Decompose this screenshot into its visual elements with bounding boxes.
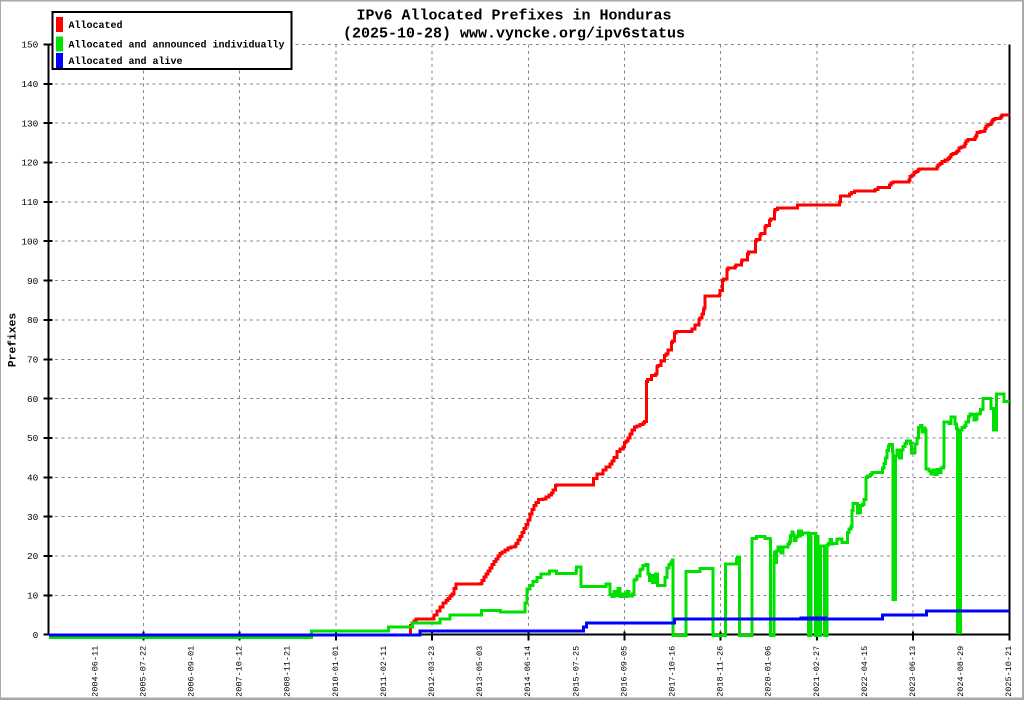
svg-text:2006-09-01: 2006-09-01 (187, 646, 197, 697)
svg-text:2014-06-14: 2014-06-14 (523, 646, 533, 697)
svg-text:2013-05-03: 2013-05-03 (475, 646, 485, 697)
svg-text:2008-11-21: 2008-11-21 (283, 646, 293, 697)
svg-text:Allocated and alive: Allocated and alive (69, 56, 183, 68)
svg-text:60: 60 (27, 394, 39, 405)
svg-text:80: 80 (27, 315, 39, 326)
svg-text:100: 100 (21, 236, 38, 247)
svg-text:40: 40 (27, 473, 39, 484)
svg-text:90: 90 (27, 276, 39, 287)
svg-text:2004-06-11: 2004-06-11 (90, 646, 100, 697)
svg-text:10: 10 (27, 591, 39, 602)
svg-text:140: 140 (21, 79, 38, 90)
svg-text:2017-10-16: 2017-10-16 (668, 646, 678, 697)
svg-text:2015-07-25: 2015-07-25 (571, 646, 581, 697)
svg-text:Allocated: Allocated (69, 20, 123, 32)
svg-text:30: 30 (27, 512, 39, 523)
svg-text:2016-09-05: 2016-09-05 (619, 646, 629, 697)
svg-text:2020-01-06: 2020-01-06 (764, 646, 774, 697)
svg-text:2021-02-27: 2021-02-27 (812, 646, 822, 697)
svg-text:2012-03-23: 2012-03-23 (427, 646, 437, 697)
svg-text:Allocated and announced indivi: Allocated and announced individually (69, 40, 285, 52)
svg-text:2011-02-11: 2011-02-11 (379, 646, 389, 697)
svg-text:(2025-10-28) www.vyncke.org/ip: (2025-10-28) www.vyncke.org/ipv6status (343, 26, 685, 43)
svg-text:20: 20 (27, 551, 39, 562)
svg-text:2023-06-13: 2023-06-13 (908, 646, 918, 697)
svg-text:150: 150 (21, 40, 38, 51)
svg-text:2022-04-15: 2022-04-15 (860, 646, 870, 697)
svg-text:2018-11-26: 2018-11-26 (716, 646, 726, 697)
svg-text:0: 0 (33, 630, 39, 641)
svg-text:110: 110 (21, 197, 38, 208)
svg-text:2024-08-29: 2024-08-29 (956, 646, 966, 697)
svg-text:50: 50 (27, 433, 39, 444)
svg-text:70: 70 (27, 355, 39, 366)
svg-text:2007-10-12: 2007-10-12 (235, 646, 245, 697)
svg-text:Prefixes: Prefixes (8, 313, 20, 367)
svg-text:130: 130 (21, 118, 38, 129)
svg-text:IPv6 Allocated Prefixes in Hon: IPv6 Allocated Prefixes in Honduras (356, 7, 671, 24)
svg-text:2010-01-01: 2010-01-01 (331, 646, 341, 697)
svg-text:2005-07-22: 2005-07-22 (138, 646, 148, 697)
svg-text:2025-10-21: 2025-10-21 (1004, 646, 1014, 697)
svg-text:120: 120 (21, 158, 38, 169)
